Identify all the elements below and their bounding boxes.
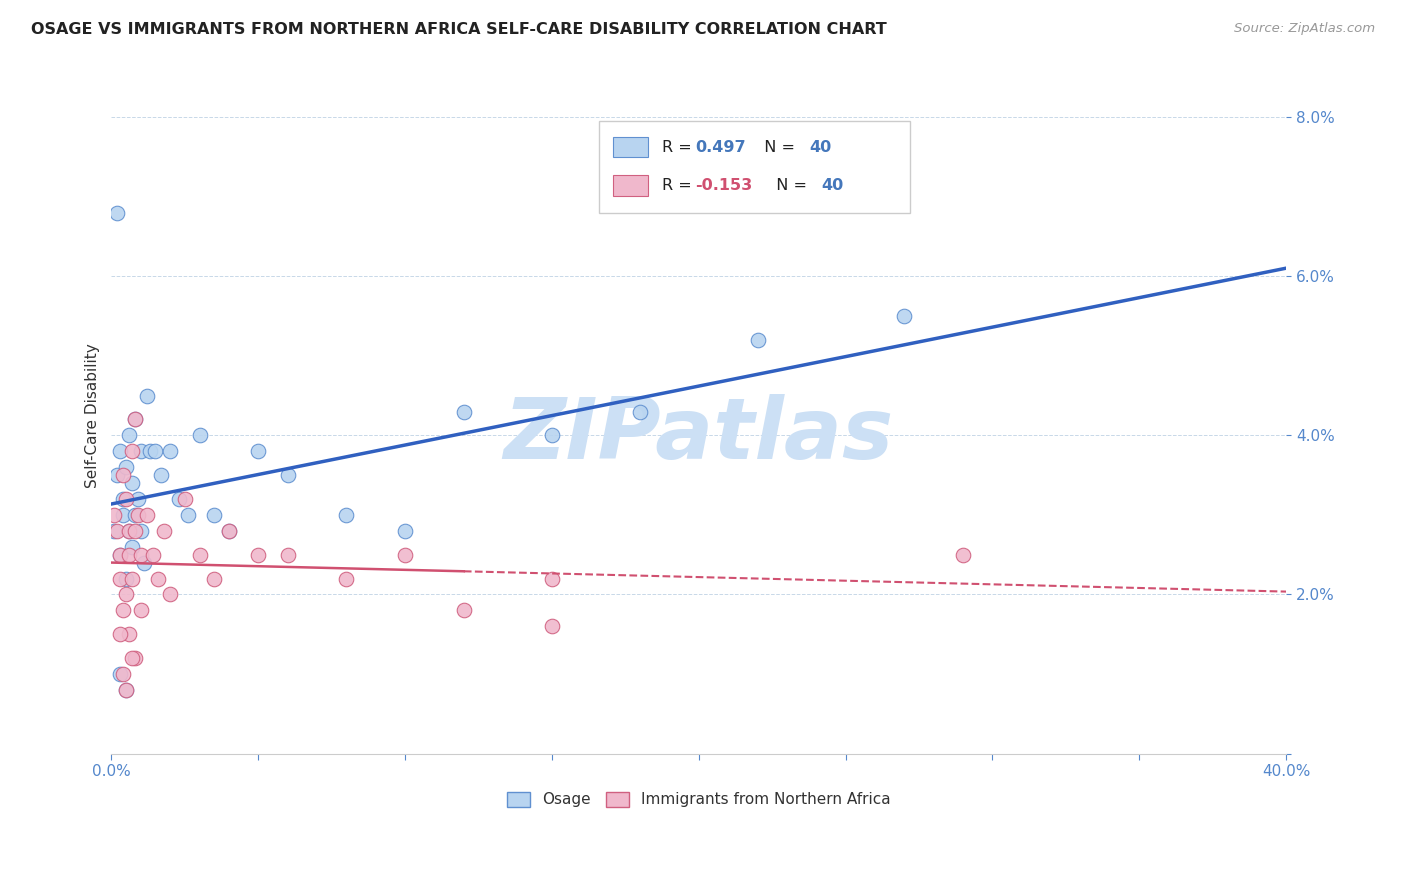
Point bbox=[124, 508, 146, 522]
Point bbox=[541, 619, 564, 633]
Point bbox=[150, 468, 173, 483]
Point bbox=[167, 491, 190, 506]
Point bbox=[335, 572, 357, 586]
Point bbox=[127, 508, 149, 522]
Bar bbox=[613, 137, 648, 157]
Point bbox=[129, 524, 152, 538]
Point bbox=[110, 548, 132, 562]
Point bbox=[394, 548, 416, 562]
Point bbox=[202, 572, 225, 586]
Point bbox=[394, 524, 416, 538]
Point bbox=[124, 524, 146, 538]
Point bbox=[124, 412, 146, 426]
Text: N =: N = bbox=[754, 139, 800, 154]
Point bbox=[118, 524, 141, 538]
Point bbox=[218, 524, 240, 538]
Point bbox=[118, 548, 141, 562]
Point bbox=[541, 572, 564, 586]
Point bbox=[127, 491, 149, 506]
Text: R =: R = bbox=[662, 178, 697, 193]
Point bbox=[129, 603, 152, 617]
Point bbox=[115, 587, 138, 601]
Text: R =: R = bbox=[662, 139, 697, 154]
FancyBboxPatch shape bbox=[599, 121, 910, 212]
Point bbox=[628, 404, 651, 418]
Point bbox=[141, 548, 163, 562]
Point bbox=[277, 548, 299, 562]
Point bbox=[277, 468, 299, 483]
Y-axis label: Self-Care Disability: Self-Care Disability bbox=[86, 343, 100, 488]
Point bbox=[952, 548, 974, 562]
Point bbox=[202, 508, 225, 522]
Text: 40: 40 bbox=[821, 178, 844, 193]
Point bbox=[121, 444, 143, 458]
Point bbox=[105, 524, 128, 538]
Point bbox=[115, 491, 138, 506]
Point bbox=[135, 508, 157, 522]
Point bbox=[115, 682, 138, 697]
Point bbox=[115, 460, 138, 475]
Point bbox=[335, 508, 357, 522]
Point bbox=[112, 491, 135, 506]
Point bbox=[118, 428, 141, 442]
Point bbox=[153, 524, 176, 538]
Bar bbox=[613, 176, 648, 195]
Point bbox=[247, 444, 270, 458]
Point bbox=[124, 412, 146, 426]
Point bbox=[121, 572, 143, 586]
Point bbox=[453, 603, 475, 617]
Text: OSAGE VS IMMIGRANTS FROM NORTHERN AFRICA SELF-CARE DISABILITY CORRELATION CHART: OSAGE VS IMMIGRANTS FROM NORTHERN AFRICA… bbox=[31, 22, 887, 37]
Point bbox=[121, 540, 143, 554]
Point bbox=[112, 667, 135, 681]
Point bbox=[112, 603, 135, 617]
Point bbox=[110, 548, 132, 562]
Point bbox=[188, 548, 211, 562]
Text: ZIPatlas: ZIPatlas bbox=[503, 394, 894, 477]
Point bbox=[105, 468, 128, 483]
Point bbox=[112, 468, 135, 483]
Point bbox=[115, 682, 138, 697]
Text: -0.153: -0.153 bbox=[695, 178, 752, 193]
Point bbox=[110, 444, 132, 458]
Point bbox=[110, 627, 132, 641]
Point bbox=[124, 651, 146, 665]
Point bbox=[132, 556, 155, 570]
Point bbox=[173, 491, 195, 506]
Point bbox=[121, 651, 143, 665]
Point bbox=[188, 428, 211, 442]
Point bbox=[177, 508, 200, 522]
Legend: Osage, Immigrants from Northern Africa: Osage, Immigrants from Northern Africa bbox=[501, 786, 897, 814]
Point bbox=[747, 333, 769, 347]
Point bbox=[135, 388, 157, 402]
Point bbox=[105, 205, 128, 219]
Text: Source: ZipAtlas.com: Source: ZipAtlas.com bbox=[1234, 22, 1375, 36]
Point bbox=[103, 524, 125, 538]
Point bbox=[159, 444, 181, 458]
Point bbox=[112, 508, 135, 522]
Point bbox=[129, 444, 152, 458]
Point bbox=[118, 524, 141, 538]
Text: 0.497: 0.497 bbox=[695, 139, 747, 154]
Point bbox=[541, 428, 564, 442]
Point bbox=[129, 548, 152, 562]
Point bbox=[110, 572, 132, 586]
Point bbox=[115, 572, 138, 586]
Point bbox=[145, 444, 167, 458]
Point bbox=[118, 627, 141, 641]
Text: N =: N = bbox=[766, 178, 811, 193]
Point bbox=[110, 667, 132, 681]
Point bbox=[453, 404, 475, 418]
Point bbox=[121, 476, 143, 491]
Text: 40: 40 bbox=[810, 139, 831, 154]
Point bbox=[148, 572, 170, 586]
Point bbox=[159, 587, 181, 601]
Point bbox=[247, 548, 270, 562]
Point bbox=[103, 508, 125, 522]
Point bbox=[138, 444, 160, 458]
Point bbox=[218, 524, 240, 538]
Point bbox=[893, 309, 915, 323]
